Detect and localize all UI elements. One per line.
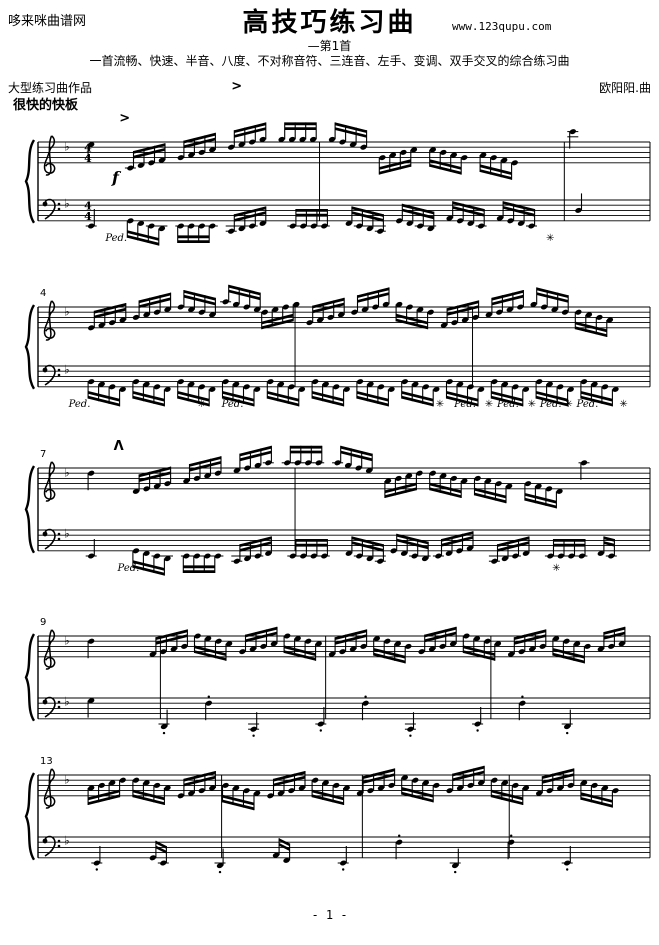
measure-number: 4 bbox=[40, 288, 46, 299]
pedal-down-mark: Ped. bbox=[117, 563, 140, 574]
pedal-up-mark: ✳ bbox=[528, 399, 536, 410]
svg-text:♭: ♭ bbox=[64, 527, 70, 541]
svg-text:♭: ♭ bbox=[64, 140, 70, 154]
svg-text:4: 4 bbox=[84, 200, 92, 213]
accent-mark: > bbox=[231, 79, 242, 94]
pedal-up-mark: ✳ bbox=[619, 399, 627, 410]
measure-number: 7 bbox=[40, 449, 46, 460]
pedal-up-mark: ✳ bbox=[552, 563, 560, 574]
page-title: 高技巧练习曲 bbox=[242, 8, 417, 38]
grand-staff-system-5: ♭ ♭ 13 bbox=[24, 756, 651, 874]
dynamic-forte: f bbox=[111, 168, 122, 187]
pedal-up-mark: ✳ bbox=[197, 399, 205, 410]
pedal-down-mark: Ped. bbox=[453, 399, 476, 410]
pedal-up-mark: ✳ bbox=[436, 399, 444, 410]
measure-number: 9 bbox=[40, 617, 46, 628]
pedal-down-mark: Ped. bbox=[539, 399, 562, 410]
svg-text:♭: ♭ bbox=[64, 695, 70, 709]
measure-number: 13 bbox=[40, 756, 53, 767]
work-label: 大型练习曲作品 bbox=[8, 81, 93, 95]
pedal-up-mark: ✳ bbox=[485, 399, 493, 410]
grand-staff-system-3: ♭ ♭ 7 Λ Ped. ✳ bbox=[24, 439, 651, 576]
accent-mark: Λ bbox=[114, 439, 124, 454]
svg-text:♭: ♭ bbox=[64, 834, 70, 848]
pedal-up-mark: ✳ bbox=[546, 233, 554, 244]
svg-text:♭: ♭ bbox=[64, 363, 70, 377]
pedal-up-mark: ✳ bbox=[564, 399, 572, 410]
tempo-marking: 很快的快板 bbox=[13, 98, 79, 113]
grand-staff-system-4: ♭ ♭ 9 bbox=[24, 617, 651, 737]
pedal-down-mark: Ped. bbox=[576, 399, 599, 410]
page-number: - 1 - bbox=[311, 908, 348, 922]
pedal-down-mark: Ped. bbox=[496, 399, 519, 410]
site-name: 哆来咪曲谱网 bbox=[8, 14, 87, 29]
svg-text:♭: ♭ bbox=[64, 466, 70, 480]
piece-subtitle: —第1首 bbox=[307, 39, 352, 53]
composer-credit: 欧阳阳.曲 bbox=[599, 81, 651, 95]
svg-text:♭: ♭ bbox=[64, 634, 70, 648]
pedal-down-mark: Ped. bbox=[68, 399, 91, 410]
svg-text:♭: ♭ bbox=[64, 773, 70, 787]
website-url: www.123qupu.com bbox=[452, 20, 552, 33]
piece-description: 一首流畅、快速、半音、八度、不对称音符、三连音、左手、变调、双手交叉的综合练习曲 bbox=[89, 54, 570, 68]
svg-text:♭: ♭ bbox=[64, 305, 70, 319]
svg-text:♭: ♭ bbox=[64, 197, 70, 211]
accent-mark: > bbox=[119, 111, 130, 126]
pedal-down-mark: Ped. bbox=[104, 233, 127, 244]
pedal-down-mark: Ped. bbox=[221, 399, 244, 410]
svg-text:4: 4 bbox=[84, 210, 92, 223]
grand-staff-system-1: ♭♭4444f>>Ped.✳ bbox=[24, 79, 651, 246]
